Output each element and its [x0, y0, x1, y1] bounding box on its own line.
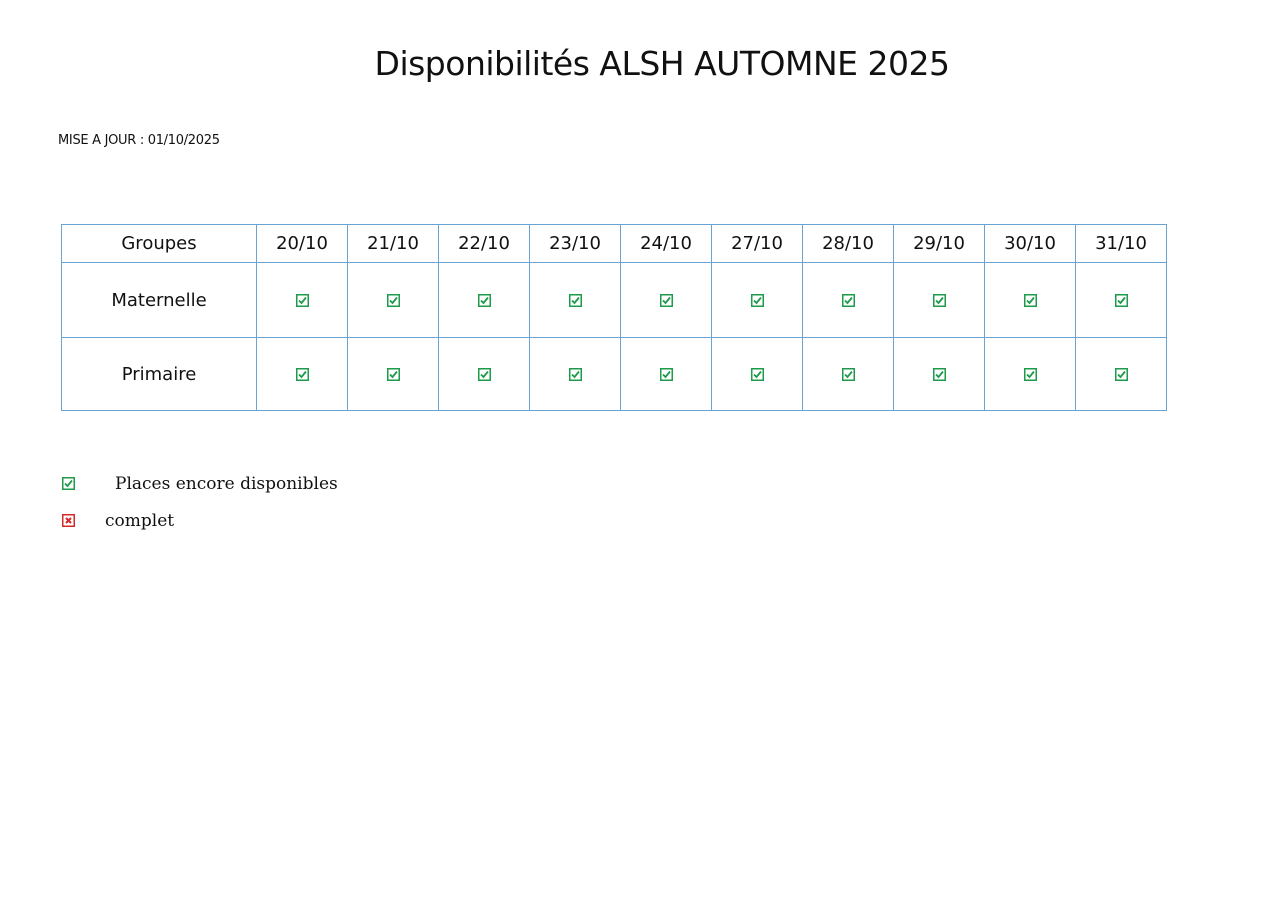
availability-cell — [711, 262, 803, 338]
availability-cell — [711, 337, 803, 411]
availability-cell — [1075, 337, 1167, 411]
checked-box-icon — [568, 368, 582, 381]
availability-cell — [1075, 262, 1167, 338]
legend-item-available: Places encore disponibles — [62, 474, 338, 494]
header-date: 20/10 — [256, 224, 348, 263]
availability-cell — [256, 262, 348, 338]
header-date: 24/10 — [620, 224, 712, 263]
checked-box-icon — [659, 294, 673, 307]
checked-box-icon — [750, 368, 764, 381]
checked-box-icon — [841, 368, 855, 381]
table-row: Maternelle — [61, 262, 1167, 338]
availability-cell — [347, 262, 439, 338]
table-header-row: Groupes 20/10 21/10 22/10 23/10 24/10 27/10 28… — [61, 224, 1167, 263]
legend-label: complet — [105, 511, 175, 531]
checked-box-icon — [932, 368, 946, 381]
checked-box-icon — [750, 294, 764, 307]
availability-cell — [529, 262, 621, 338]
legend-label: Places encore disponibles — [115, 474, 338, 494]
availability-cell — [438, 262, 530, 338]
checked-box-icon — [932, 294, 946, 307]
header-date: 22/10 — [438, 224, 530, 263]
checked-box-icon — [1114, 294, 1128, 307]
checked-box-icon — [477, 368, 491, 381]
availability-cell — [347, 337, 439, 411]
header-date: 31/10 — [1075, 224, 1167, 263]
crossed-box-icon — [62, 514, 75, 527]
availability-table: Groupes 20/10 21/10 22/10 23/10 24/10 27/10 28… — [61, 224, 1167, 411]
header-date: 21/10 — [347, 224, 439, 263]
checked-box-icon — [659, 368, 673, 381]
availability-cell — [984, 337, 1076, 411]
header-date: 30/10 — [984, 224, 1076, 263]
header-date: 29/10 — [893, 224, 985, 263]
checked-box-icon — [386, 294, 400, 307]
header-date: 27/10 — [711, 224, 803, 263]
update-date: MISE A JOUR : 01/10/2025 — [58, 133, 220, 148]
checked-box-icon — [386, 368, 400, 381]
checked-box-icon — [295, 368, 309, 381]
group-name: Primaire — [61, 337, 257, 411]
checked-box-icon — [295, 294, 309, 307]
checked-box-icon — [1114, 368, 1128, 381]
availability-cell — [984, 262, 1076, 338]
checked-box-icon — [841, 294, 855, 307]
availability-cell — [802, 262, 894, 338]
availability-cell — [438, 337, 530, 411]
availability-cell — [802, 337, 894, 411]
header-date: 23/10 — [529, 224, 621, 263]
checked-box-icon — [62, 477, 75, 490]
availability-cell — [256, 337, 348, 411]
header-date: 28/10 — [802, 224, 894, 263]
legend-item-full: complet — [62, 511, 174, 531]
availability-cell — [529, 337, 621, 411]
checked-box-icon — [568, 294, 582, 307]
header-groups: Groupes — [61, 224, 257, 263]
availability-cell — [620, 337, 712, 411]
table-row: Primaire — [61, 337, 1167, 411]
page-title: Disponibilités ALSH AUTOMNE 2025 — [374, 44, 950, 83]
availability-cell — [620, 262, 712, 338]
checked-box-icon — [477, 294, 491, 307]
availability-cell — [893, 337, 985, 411]
checked-box-icon — [1023, 294, 1037, 307]
checked-box-icon — [1023, 368, 1037, 381]
group-name: Maternelle — [61, 262, 257, 338]
availability-cell — [893, 262, 985, 338]
